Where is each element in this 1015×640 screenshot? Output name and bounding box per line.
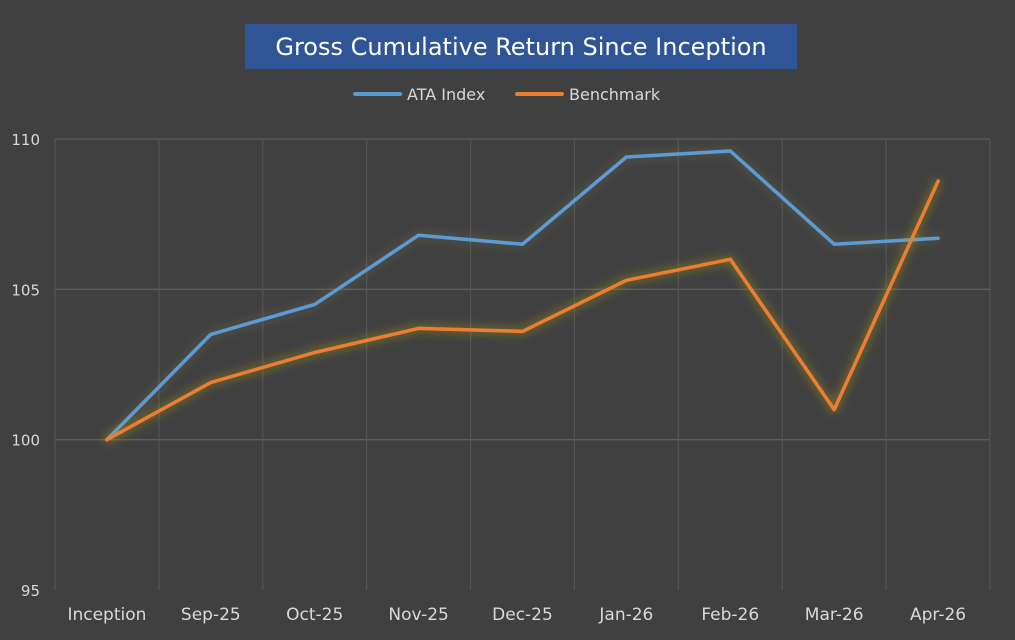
data-point	[624, 278, 628, 282]
x-tick-label: Inception	[67, 605, 146, 625]
data-point	[936, 179, 940, 183]
y-tick-label: 100	[11, 432, 40, 450]
data-point	[209, 380, 213, 385]
data-point	[313, 302, 317, 306]
data-point	[936, 236, 940, 240]
x-tick-label: Sep-25	[181, 605, 241, 625]
x-tick-label: Jan-26	[598, 605, 653, 625]
x-tick-label: Feb-26	[701, 605, 759, 625]
data-point	[417, 233, 421, 237]
y-tick-label: 110	[11, 131, 40, 149]
y-tick-label: 105	[11, 281, 40, 299]
data-point	[832, 408, 836, 412]
data-point	[209, 332, 213, 337]
data-point	[520, 329, 525, 334]
chart-title: Gross Cumulative Return Since Inception	[245, 24, 797, 69]
legend: ATA Index Benchmark	[353, 85, 661, 104]
series-line-ata-index	[105, 149, 940, 442]
data-point	[624, 155, 628, 159]
legend-label: Benchmark	[569, 85, 661, 104]
axis-labels: 95 100 105 110 Inception Sep-25 Oct-25 Nov-25 De…	[11, 131, 966, 625]
series-lines	[105, 149, 940, 442]
data-point	[520, 242, 525, 246]
data-point	[417, 326, 421, 331]
data-point	[728, 257, 732, 261]
x-tick-label: Apr-26	[910, 605, 966, 625]
data-point	[832, 242, 836, 246]
x-tick-label: Mar-26	[805, 605, 864, 625]
data-point	[313, 350, 317, 355]
x-tick-label: Dec-25	[492, 605, 553, 625]
gridlines	[54, 138, 991, 590]
legend-label: ATA Index	[407, 85, 485, 104]
x-tick-label: Oct-25	[286, 605, 343, 625]
data-point	[105, 438, 109, 442]
x-tick-label: Nov-25	[388, 605, 449, 625]
data-point	[728, 149, 732, 153]
series-line-benchmark	[105, 179, 940, 442]
y-tick-label: 95	[21, 582, 40, 600]
